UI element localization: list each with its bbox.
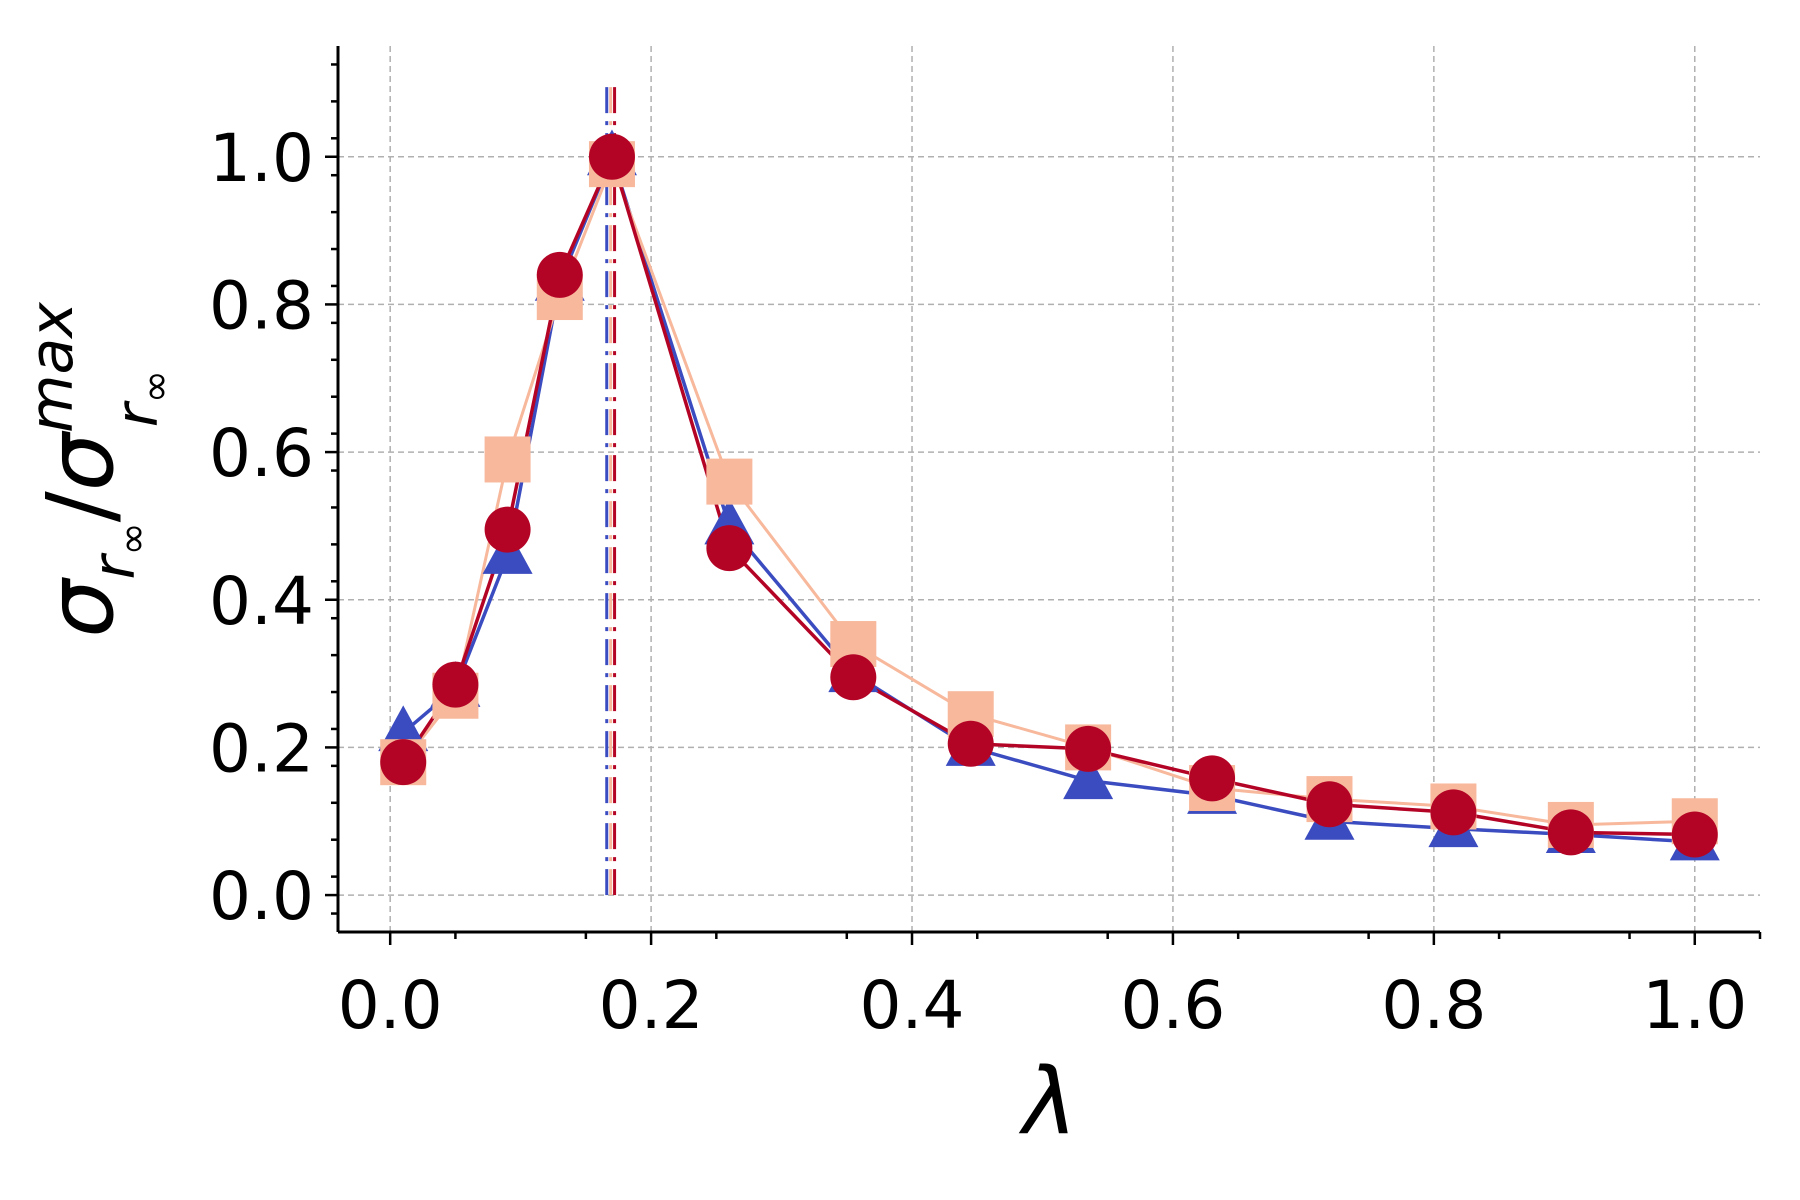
y-axis-title-base: σ — [27, 577, 134, 638]
data-point-circle — [1189, 755, 1236, 802]
tick-labels: 0.0 0.2 0.4 0.6 0.8 1.0 0.0 0.2 0.4 0.6 0.8 1.0 — [209, 120, 1747, 1044]
series-line-triangle — [402, 151, 1695, 844]
x-tick-label: 0.6 — [1120, 967, 1225, 1044]
y-axis-title-sep: / — [27, 491, 134, 522]
data-point-circle — [1065, 725, 1112, 772]
peak-lines — [605, 82, 617, 896]
y-tick-label: 0.0 — [209, 858, 314, 935]
data-point-square — [706, 458, 753, 505]
x-tick-label: 0.8 — [1381, 967, 1486, 1044]
data-point-circle — [380, 739, 427, 786]
data-point-circle — [1430, 789, 1477, 836]
y-tick-label: 0.4 — [209, 563, 314, 640]
x-tick-label: 0.2 — [599, 967, 704, 1044]
data-point-circle — [830, 654, 877, 701]
data-point-circle — [484, 506, 531, 553]
data-point-circle — [706, 525, 753, 572]
data-point-circle — [1547, 809, 1594, 856]
series-line-circle — [401, 151, 1695, 837]
x-axis-title: λ — [1018, 1048, 1077, 1155]
data-point-circle — [432, 661, 479, 708]
y-axis-title-base-subsub: ∞ — [110, 522, 156, 555]
y-tick-label: 0.8 — [209, 267, 314, 344]
series-line-square — [402, 159, 1695, 827]
axes — [325, 46, 1762, 945]
grid — [338, 46, 1760, 932]
y-axis-title-base-sub: r — [80, 552, 148, 579]
data-point-circle — [536, 251, 583, 298]
data-point-circle — [588, 133, 635, 180]
y-axis-title-denom-subsub: ∞ — [133, 370, 179, 403]
x-tick-label: 0.0 — [338, 967, 443, 1044]
y-axis-title: σr∞/σmax r∞ — [17, 302, 179, 638]
series-group — [378, 129, 1720, 861]
y-axis-title-denom-sup: max — [17, 302, 87, 433]
y-tick-label: 0.6 — [209, 415, 314, 492]
data-point-circle — [1306, 781, 1353, 828]
data-point-square — [484, 436, 531, 483]
y-axis-title-denom-sub: r — [103, 400, 171, 427]
data-point-circle — [1671, 811, 1718, 858]
data-point-circle — [947, 720, 994, 767]
data-point-triangle — [1063, 753, 1114, 800]
y-axis-title-denom: σ — [27, 430, 134, 491]
y-tick-label: 1.0 — [209, 120, 314, 197]
x-tick-label: 0.4 — [860, 967, 965, 1044]
y-tick-label: 0.2 — [209, 710, 314, 787]
x-tick-label: 1.0 — [1642, 967, 1747, 1044]
